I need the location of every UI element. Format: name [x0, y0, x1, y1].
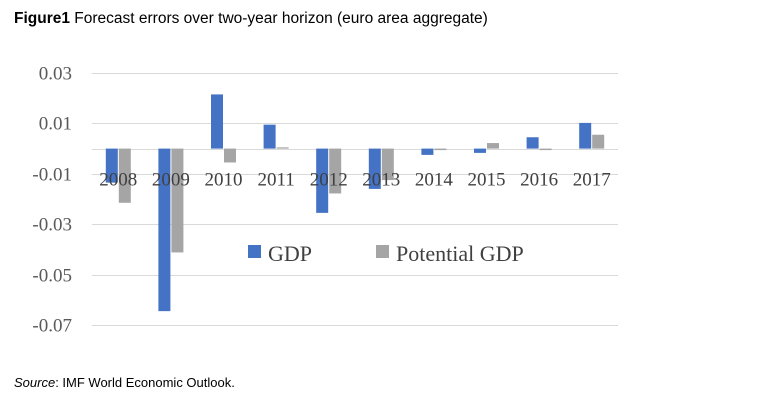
y-tick-label: -0.07	[32, 316, 72, 337]
figure-label: Figure1	[14, 10, 70, 27]
x-tick-label: 2014	[415, 170, 454, 191]
figure-title-text: Forecast errors over two-year horizon (e…	[74, 10, 488, 27]
gdp-bar-2017	[579, 122, 592, 149]
potential-gdp-bar-2014	[434, 148, 447, 151]
y-axis: 0.03 0.01 -0.01 -0.03 -0.05 -0.07	[32, 64, 72, 337]
gdp-bar-2015	[474, 148, 486, 153]
y-tick-label: -0.01	[32, 165, 72, 186]
x-axis: 2008 2009 2010 2011 2012 2013 2014 2015 2016 2017	[99, 170, 610, 191]
y-tick-label: 0.01	[39, 114, 72, 135]
source-label: Source	[14, 375, 56, 390]
x-tick-label: 2013	[362, 170, 400, 191]
potential-gdp-bar-2013	[381, 148, 394, 181]
x-tick-label: 2016	[520, 170, 558, 191]
x-tick-label: 2012	[310, 170, 348, 191]
potential-gdp-bar-2011	[276, 147, 289, 149]
potential-gdp-bar-2015	[487, 143, 499, 149]
y-tick-label: 0.03	[39, 64, 72, 85]
y-tick-label: -0.05	[32, 266, 72, 287]
gdp-bar-2010	[211, 94, 223, 149]
potential-gdp-bar-2009	[171, 148, 184, 253]
legend-gdp-label: GDP	[268, 241, 312, 266]
x-tick-label: 2015	[468, 170, 506, 191]
source-note: Source: IMF World Economic Outlook.	[14, 375, 235, 390]
gdp-bar-2013	[368, 148, 381, 189]
potential-gdp-bar-2012	[329, 148, 342, 194]
bars	[105, 94, 605, 312]
potential-gdp-bar-2016	[539, 148, 552, 151]
gridlines	[92, 73, 618, 326]
x-tick-label: 2009	[152, 170, 190, 191]
source-text: : IMF World Economic Outlook.	[55, 375, 235, 390]
x-tick-label: 2017	[573, 170, 611, 191]
legend-potential-gdp-label: Potential GDP	[396, 241, 524, 266]
gdp-bar-2014	[421, 148, 434, 155]
gdp-bar-2011	[263, 124, 276, 149]
gdp-bar-2016	[526, 137, 539, 149]
gdp-bar-2008	[105, 148, 118, 183]
x-tick-label: 2011	[257, 170, 294, 191]
figure-title: Figure1 Forecast errors over two-year ho…	[14, 10, 488, 28]
legend-gdp-swatch	[248, 245, 261, 258]
legend: GDP Potential GDP	[248, 241, 524, 266]
x-tick-label: 2008	[99, 170, 137, 191]
potential-gdp-bar-2017	[592, 134, 605, 149]
potential-gdp-bar-2008	[118, 148, 131, 203]
gdp-bar-2012	[316, 148, 329, 213]
y-tick-label: -0.03	[32, 215, 72, 236]
x-tick-label: 2010	[205, 170, 243, 191]
potential-gdp-bar-2010	[224, 148, 236, 163]
gdp-bar-2009	[158, 148, 171, 312]
legend-potential-gdp-swatch	[376, 245, 389, 258]
